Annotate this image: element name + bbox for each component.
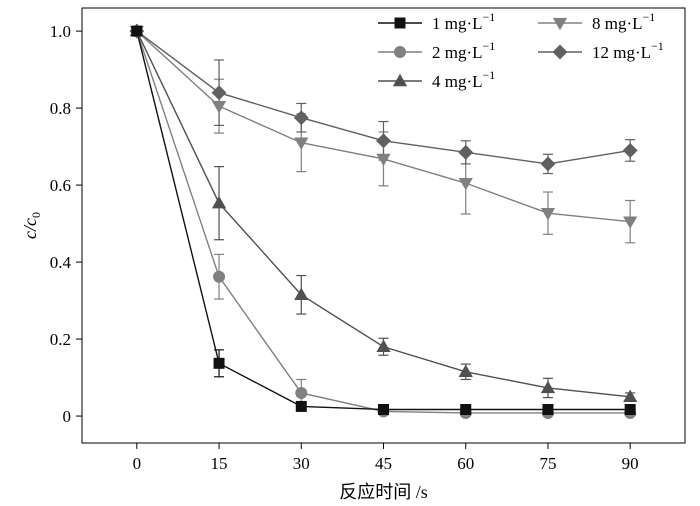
legend-item: 12 mg·L−1 [538,39,664,62]
data-point [460,404,472,416]
legend-label: 1 mg·L−1 [432,10,495,33]
y-tick-label: 1.0 [50,22,71,41]
data-point [458,144,474,160]
markers-circle [130,25,637,419]
data-point [211,100,227,114]
legend-label: 4 mg·L−1 [432,68,495,91]
y-tick-label: 0.6 [50,176,71,195]
data-point [294,287,309,300]
data-point [376,153,391,167]
data-point [293,110,309,126]
y-tick-label: 0.2 [50,330,71,349]
legend-label-text: 1 mg·L [432,14,483,33]
legend-marker [552,44,568,60]
y-axis-label: c/c0 [20,212,43,239]
data-point [624,404,636,416]
data-point [295,386,308,399]
legend-marker [394,17,406,29]
x-axis-ticks: 0 15 30 45 60 75 90 [133,443,639,473]
data-point [376,133,391,149]
data-point [623,389,638,402]
legend-label: 12 mg·L−1 [592,39,664,62]
markers-square [131,25,636,416]
series-square [136,30,636,413]
legend-label-superscript: −1 [483,68,496,82]
series-circle [136,30,636,416]
series-group [129,23,638,419]
data-point [542,404,554,416]
legend-label-superscript: −1 [651,39,664,53]
data-point [622,142,638,158]
y-tick-label: 0.4 [50,253,72,272]
data-point [213,357,225,369]
y-tick-label: 0 [63,407,72,426]
legend-label-text: 12 mg·L [592,43,651,62]
legend-label-superscript: −1 [483,10,496,24]
legend-marker [552,17,568,31]
legend-marker [394,46,406,58]
data-point [295,400,307,412]
legend-label-superscript: −1 [483,39,496,53]
data-point [458,364,473,377]
data-point [540,156,556,172]
legend-label: 2 mg·L−1 [432,39,495,62]
data-point [623,216,638,229]
legend-item: 8 mg·L−1 [538,10,655,33]
legend-item: 1 mg·L−1 [378,10,495,33]
legend-label-text: 2 mg·L [432,43,483,62]
data-point [211,85,227,101]
x-axis-label: 反应时间 /s [339,482,428,502]
data-point [458,177,473,191]
y-axis-ticks: 0 0.2 0.4 0.6 0.8 1.0 [50,22,82,426]
legend-marker [392,73,408,87]
x-tick-label: 45 [375,454,392,473]
data-point [540,380,556,394]
data-point [131,25,143,37]
x-tick-label: 75 [539,454,556,473]
x-tick-label: 0 [133,454,142,473]
x-tick-label: 15 [211,454,228,473]
legend-item: 4 mg·L−1 [378,68,495,91]
data-point [211,195,227,209]
legend: 1 mg·L−12 mg·L−14 mg·L−18 mg·L−112 mg·L−… [378,10,664,91]
data-point [540,207,556,221]
legend-item: 2 mg·L−1 [378,39,495,62]
data-point [376,339,391,352]
x-tick-label: 60 [457,454,474,473]
data-point [294,137,309,150]
y-tick-label: 0.8 [50,99,71,118]
legend-label-text: 4 mg·L [432,72,483,91]
data-point [378,404,389,416]
y-axis-label-main: c/c [20,218,40,239]
x-tick-label: 30 [293,454,310,473]
legend-label: 8 mg·L−1 [592,10,655,33]
plot-frame [81,7,686,444]
data-point [213,270,226,283]
legend-label-text: 8 mg·L [592,14,643,33]
x-tick-label: 90 [622,454,639,473]
y-axis-label-sub: 0 [29,212,43,218]
legend-label-superscript: −1 [643,10,656,24]
